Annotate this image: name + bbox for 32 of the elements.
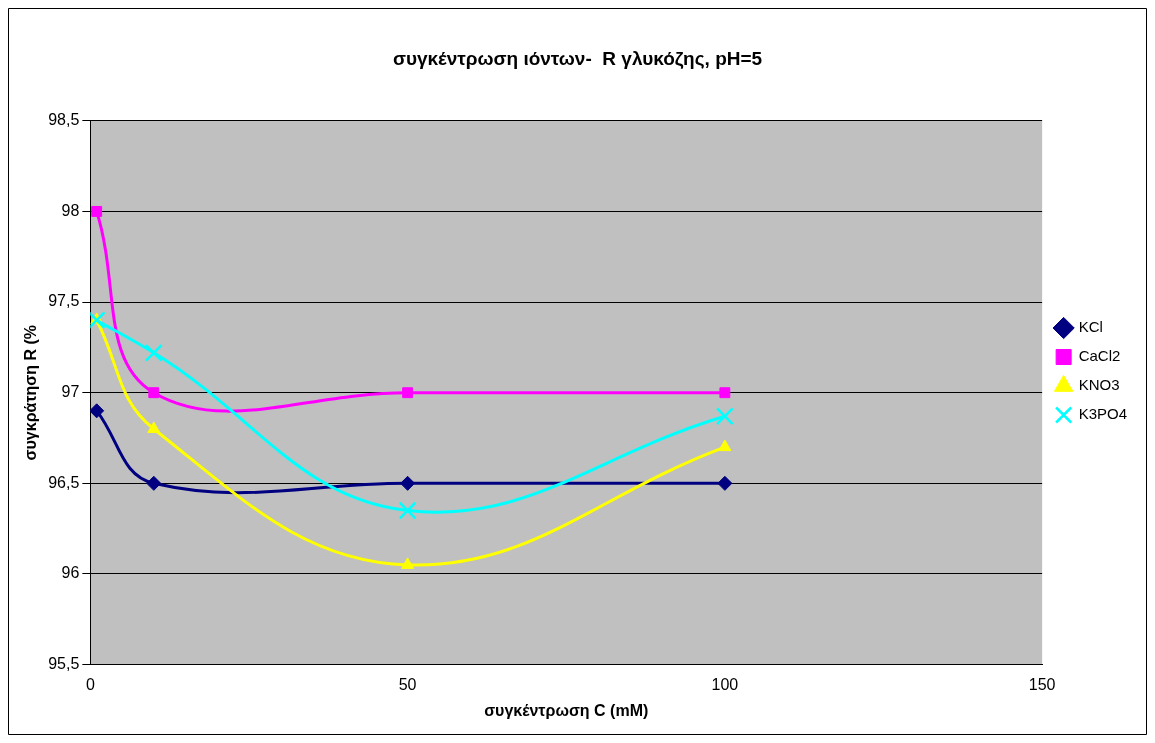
y-tick-label: 98,5 xyxy=(48,111,80,129)
chart-title: συγκέντρωση ιόντων- R γλυκόζης, pH=5 xyxy=(392,47,763,70)
point xyxy=(401,557,415,569)
legend-label: CaCl2 xyxy=(1078,347,1121,365)
point xyxy=(718,439,732,452)
y-tick-label: 98 xyxy=(61,201,80,219)
point xyxy=(147,421,161,433)
legend-label: K3PO4 xyxy=(1078,405,1128,423)
x-axis-title: συγκέντρωση C (mM) xyxy=(484,701,649,719)
y-tick-label: 95,5 xyxy=(48,655,80,673)
y-tick-label: 97,5 xyxy=(48,292,80,310)
point xyxy=(400,475,416,491)
point xyxy=(398,501,417,520)
x-tick-label: 150 xyxy=(1028,675,1056,693)
point xyxy=(146,475,162,491)
x-tick-label: 100 xyxy=(711,675,739,693)
legend-label: KNO3 xyxy=(1078,376,1120,394)
y-tick-label: 96,5 xyxy=(48,473,80,491)
legend-label: KCl xyxy=(1078,318,1103,336)
x-tick-label: 0 xyxy=(85,675,95,693)
y-tick-label: 97 xyxy=(61,383,80,401)
point xyxy=(90,403,105,419)
y-tick-label: 96 xyxy=(61,564,80,582)
point xyxy=(402,387,414,399)
point xyxy=(144,343,163,362)
y-axis-title: συγκράτηση R (% xyxy=(22,324,40,461)
point xyxy=(715,407,734,426)
point xyxy=(148,387,160,399)
point xyxy=(91,205,103,217)
point xyxy=(719,387,731,399)
x-tick-label: 50 xyxy=(398,675,417,693)
point xyxy=(717,475,733,491)
